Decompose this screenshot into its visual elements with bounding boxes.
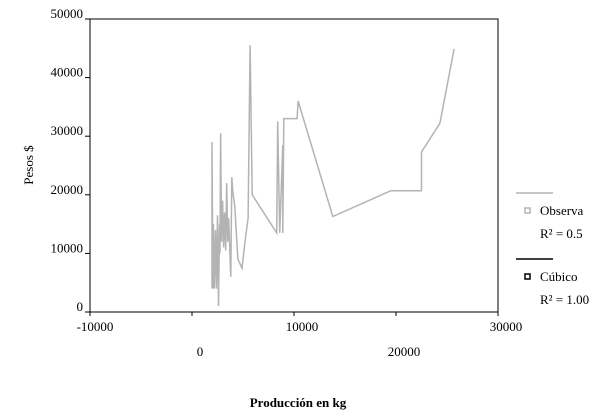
plot-frame [89,18,499,313]
x-tick-label: 10000 [286,319,319,334]
y-tick-label: 10000 [51,240,84,255]
x-tick-label: 30000 [490,319,523,334]
legend-label: Observa [540,203,584,218]
y-tick-label: 0 [77,299,84,314]
legend-note: R² = 1.00 [540,292,589,307]
legend-marker [524,207,531,214]
y-tick-label: 30000 [51,123,84,138]
x-tick-label: 20000 [388,344,421,359]
y-tick-label: 40000 [51,65,84,80]
y-axis-title: Pesos $ [21,145,36,185]
legend-marker [524,273,531,280]
y-tick-label: 20000 [51,182,84,197]
x-tick-label: -10000 [77,319,114,334]
y-tick-label: 50000 [51,6,84,21]
legend-label: Cúbico [540,269,578,284]
x-axis-title: Producción en kg [250,395,347,410]
x-tick-label: 0 [197,344,204,359]
legend-note: R² = 0.5 [540,226,583,241]
data-line [211,45,455,307]
